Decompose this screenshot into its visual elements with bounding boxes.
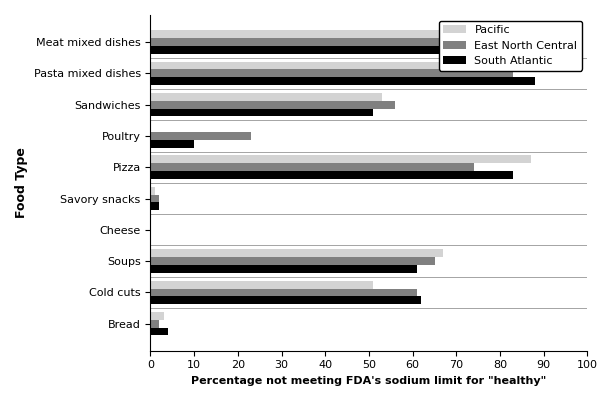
Bar [150,187,154,194]
Bar [150,140,194,148]
Bar [150,281,373,288]
Y-axis label: Food Type: Food Type [15,148,28,218]
Bar [150,249,443,257]
Bar [150,312,164,320]
Bar [150,132,251,140]
Bar [150,257,435,265]
Bar [150,93,382,101]
Legend: Pacific, East North Central, South Atlantic: Pacific, East North Central, South Atlan… [439,20,582,71]
Bar [150,46,531,54]
Bar [150,101,395,109]
Bar [150,38,539,46]
Bar [150,288,417,296]
Bar [150,77,535,85]
Bar [150,109,373,116]
Bar [150,62,522,69]
Bar [150,320,159,328]
Bar [150,296,421,304]
Bar [150,171,513,179]
Bar [150,30,566,38]
Bar [150,69,513,77]
Bar [150,203,159,210]
Bar [150,194,159,203]
Bar [150,163,474,171]
X-axis label: Percentage not meeting FDA's sodium limit for "healthy": Percentage not meeting FDA's sodium limi… [191,376,547,386]
Bar [150,156,531,163]
Bar [150,328,168,336]
Bar [150,265,417,273]
